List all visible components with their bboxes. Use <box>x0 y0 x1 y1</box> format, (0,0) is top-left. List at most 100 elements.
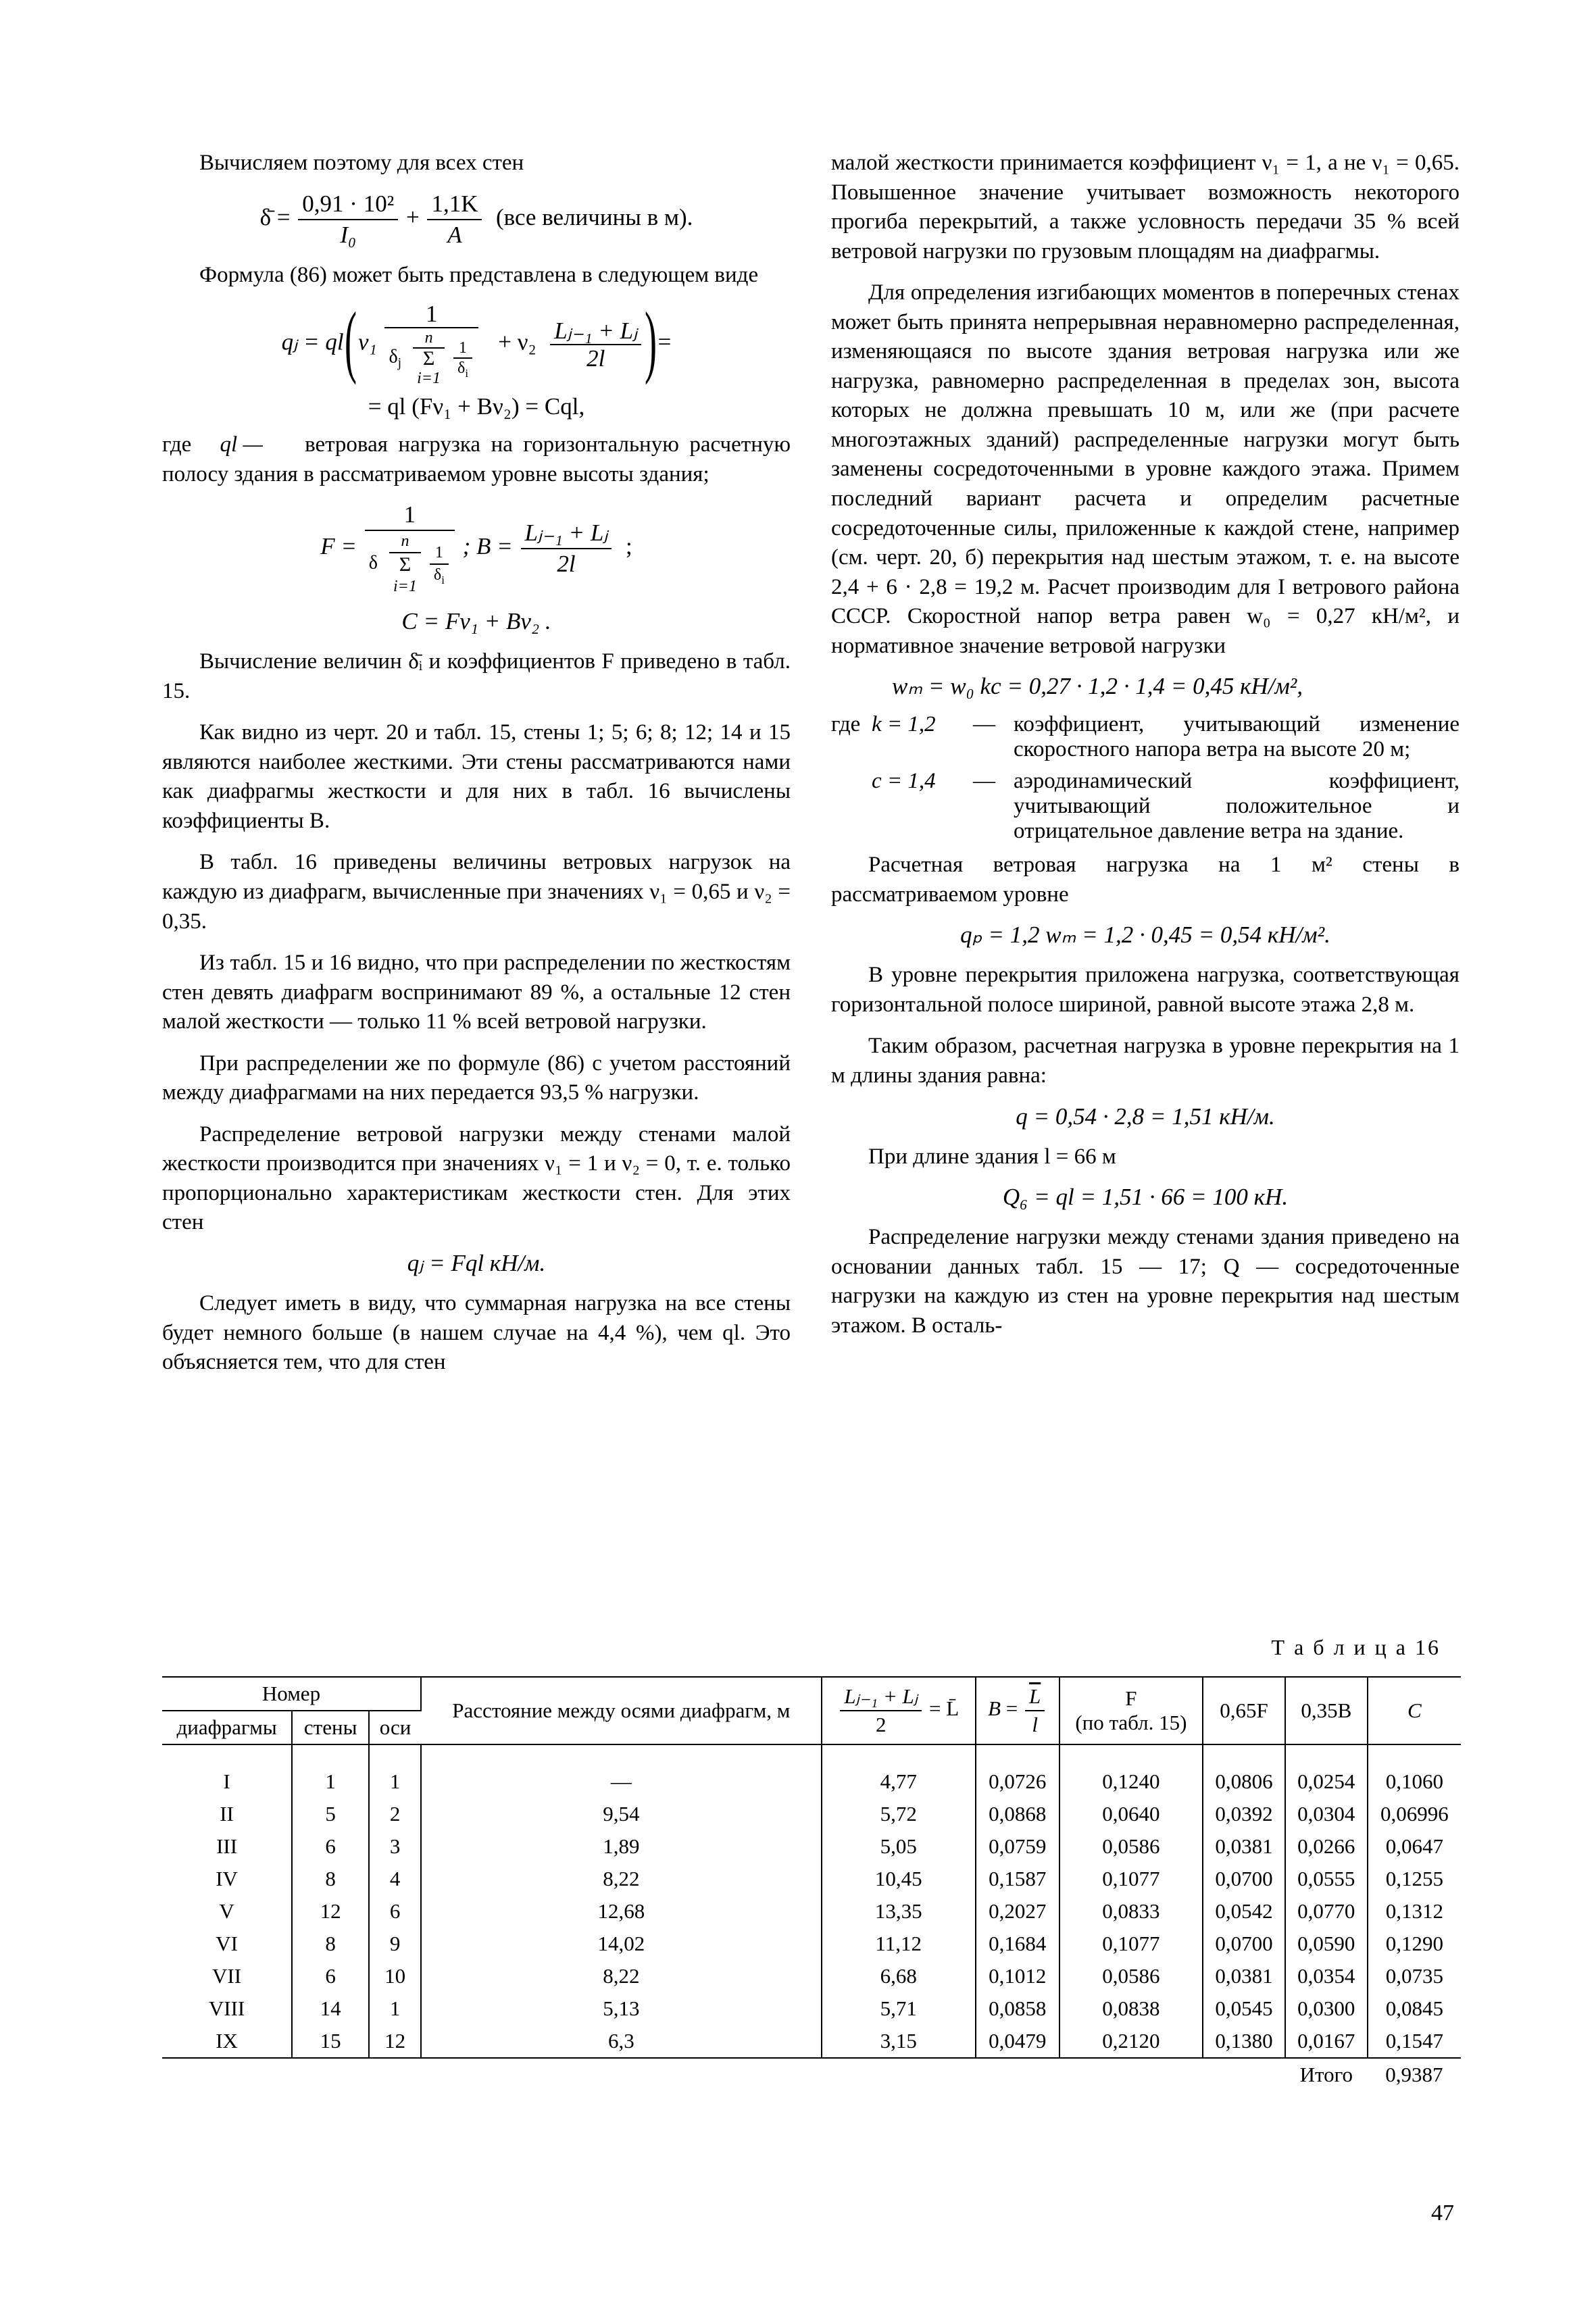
table-cell: 0,1547 <box>1368 2025 1461 2058</box>
table-cell: 6,68 <box>822 1960 976 1992</box>
table-row: II529,545,720,08680,06400,03920,03040,06… <box>162 1798 1461 1830</box>
table-cell: 0,1312 <box>1368 1895 1461 1928</box>
formula-qp: qₚ = 1,2 wₘ = 1,2 · 0,45 = 0,54 кН/м². <box>831 922 1460 949</box>
formula-text: ν₁ <box>358 329 377 355</box>
table-row: IV848,2210,450,15870,10770,07000,05550,1… <box>162 1863 1461 1895</box>
paragraph: Из табл. 15 и 16 видно, что при распреде… <box>162 949 791 1037</box>
formula-text: = ql (Fν₁ + Bν₂) = Cql, <box>368 393 584 420</box>
table-cell: 12 <box>369 2025 421 2058</box>
table-cell: 0,0858 <box>976 1992 1059 2025</box>
table-16-area: Т а б л и ц а 16 Номер Расстояние между … <box>162 1635 1461 2091</box>
right-column: малой жесткости принимается коэффициент … <box>831 149 1460 1574</box>
paragraph: Следует иметь в виду, что суммарная нагр… <box>162 1289 791 1378</box>
where-label: где <box>831 712 872 762</box>
table-cell: 0,0392 <box>1203 1798 1285 1830</box>
table-cell: 0,1255 <box>1368 1863 1461 1895</box>
table-cell: 0,0770 <box>1285 1895 1368 1928</box>
table-cell: 0,06996 <box>1368 1798 1461 1830</box>
sum-value: 0,9387 <box>1368 2059 1461 2091</box>
table-cell: 0,0266 <box>1285 1830 1368 1863</box>
table-cell: 5,05 <box>822 1830 976 1863</box>
table-cell: 0,0845 <box>1368 1992 1461 2025</box>
table-cell: 1 <box>369 1765 421 1798</box>
formula-text: + ν₂ <box>498 329 537 355</box>
table-cell: 6 <box>369 1895 421 1928</box>
numerator: Lⱼ₋₁ + Lⱼ <box>525 520 608 546</box>
table-cell: 9 <box>369 1928 421 1960</box>
where-clause: c = 1,4 — аэродинамический коэффициент, … <box>831 769 1460 844</box>
table-cell: II <box>162 1798 292 1830</box>
formula-text: F = <box>320 533 357 559</box>
table-cell: 0,0586 <box>1059 1960 1203 1992</box>
paragraph: Расчетная ветровая нагрузка на 1 м² стен… <box>831 851 1460 909</box>
formula-delta-bar: δ̄ = 0,91 · 10² I₀ + 1,1K A (все величин… <box>162 191 791 249</box>
table-cell: 0,0167 <box>1285 2025 1368 2058</box>
table-cell: 10,45 <box>822 1863 976 1895</box>
fraction: 0,91 · 10² I₀ <box>298 191 398 249</box>
formula-F-B: F = 1 δ n Σ i=1 1δi ; <box>162 501 791 596</box>
table-cell: 4 <box>369 1863 421 1895</box>
table-cell: 0,0868 <box>976 1798 1059 1830</box>
table-cell: 11,12 <box>822 1928 976 1960</box>
numerator: 1 <box>384 302 478 328</box>
table-cell: VI <box>162 1928 292 1960</box>
table-cell: 0,1077 <box>1059 1928 1203 1960</box>
table-row: V12612,6813,350,20270,08330,05420,07700,… <box>162 1895 1461 1928</box>
table-cell: 6 <box>292 1830 369 1863</box>
table-cell: — <box>421 1765 822 1798</box>
formula-text: qⱼ = ql <box>282 329 344 355</box>
table-cell: 0,0304 <box>1285 1798 1368 1830</box>
where-symbol: k = 1,2 <box>872 712 973 762</box>
th-F: F (по табл. 15) <box>1059 1677 1203 1744</box>
numerator: 1,1K <box>427 191 482 220</box>
table-row: VIII1415,135,710,08580,08380,05450,03000… <box>162 1992 1461 2025</box>
formula-C: C = Fν₁ + Bν₂ . <box>162 608 791 635</box>
paragraph: малой жесткости принимается коэффициент … <box>831 149 1460 266</box>
formula-text: qⱼ = Fql кН/м. <box>407 1250 546 1276</box>
table-cell: 12 <box>292 1895 369 1928</box>
table-cell: 0,0542 <box>1203 1895 1285 1928</box>
th-035B: 0,35B <box>1285 1677 1368 1744</box>
formula-qj-simple: qⱼ = Fql кН/м. <box>162 1250 791 1277</box>
th-text: C <box>1407 1699 1422 1722</box>
table-head: Номер Расстояние между осями диафрагм, м… <box>162 1677 1461 1744</box>
fraction: 1,1K A <box>427 191 482 249</box>
table-cell: 0,0555 <box>1285 1863 1368 1895</box>
paragraph: Формула (86) может быть представлена в с… <box>162 261 791 291</box>
table-cell: 0,0833 <box>1059 1895 1203 1928</box>
table-cell: 4,77 <box>822 1765 976 1798</box>
table-cell: 2 <box>369 1798 421 1830</box>
th-axis: оси <box>369 1711 421 1744</box>
table-cell: VIII <box>162 1992 292 2025</box>
paragraph: Вычисляем поэтому для всех стен <box>162 149 791 178</box>
table-body: I11—4,770,07260,12400,08060,02540,1060II… <box>162 1744 1461 2091</box>
formula-text: qₚ = 1,2 wₘ = 1,2 · 0,45 = 0,54 кН/м². <box>960 922 1330 948</box>
table-16: Номер Расстояние между осями диафрагм, м… <box>162 1676 1461 2091</box>
table-cell: 5,72 <box>822 1798 976 1830</box>
where-label: где <box>162 430 209 460</box>
table-cell: 3 <box>369 1830 421 1863</box>
table-cell: 0,0806 <box>1203 1765 1285 1798</box>
where-clause: где ql — ветровая нагрузка на горизонтал… <box>162 430 791 489</box>
formula-text: = <box>658 329 672 355</box>
table-cell: 0,0381 <box>1203 1960 1285 1992</box>
th-065F: 0,65F <box>1203 1677 1285 1744</box>
table-row: IX15126,33,150,04790,21200,13800,01670,1… <box>162 2025 1461 2058</box>
table-cell: 0,2120 <box>1059 2025 1203 2058</box>
table-cell: 0,0354 <box>1285 1960 1368 1992</box>
two-column-body: Вычисляем поэтому для всех стен δ̄ = 0,9… <box>162 149 1461 1574</box>
table-cell: 5,71 <box>822 1992 976 2025</box>
where-symbol: c = 1,4 <box>872 769 973 844</box>
fraction: 1 δ n Σ i=1 1δi <box>365 501 455 596</box>
table-cell: 0,2027 <box>976 1895 1059 1928</box>
table-cell: 0,0300 <box>1285 1992 1368 2025</box>
sum-label: Итого <box>1285 2059 1368 2091</box>
table-cell: 15 <box>292 2025 369 2058</box>
table-cell: IX <box>162 2025 292 2058</box>
table-row: III631,895,050,07590,05860,03810,02660,0… <box>162 1830 1461 1863</box>
formula-wm: wₘ = w₀ kc = 0,27 · 1,2 · 1,4 = 0,45 кН/… <box>831 673 1460 700</box>
formula-tail: (все величины в м). <box>496 204 693 230</box>
formula-text: Q₆ = ql = 1,51 · 66 = 100 кН. <box>1003 1184 1288 1210</box>
table-cell: 0,1077 <box>1059 1863 1203 1895</box>
formula-text: ; <box>626 533 632 559</box>
